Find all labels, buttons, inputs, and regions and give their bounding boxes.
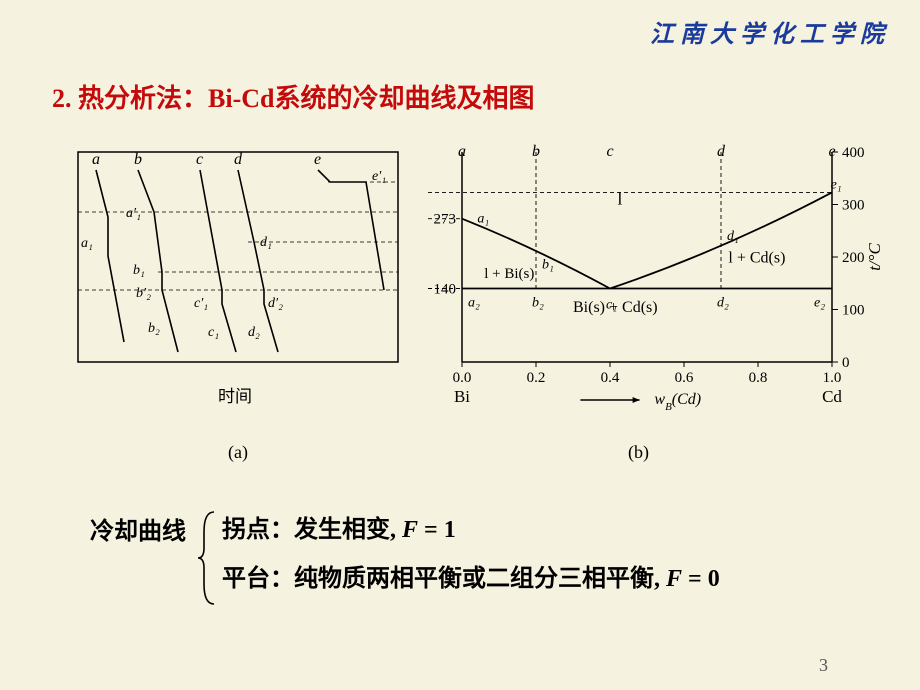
panel-a-caption: (a): [228, 442, 248, 463]
svg-text:200: 200: [842, 250, 865, 266]
footer-lines: 拐点：发生相变, F = 1 平台：纯物质两相平衡或二组分三相平衡, F = 0: [222, 506, 720, 604]
svg-text:e₂: e₂: [814, 296, 825, 311]
svg-text:e: e: [828, 143, 835, 160]
svg-text:100: 100: [842, 303, 865, 319]
svg-text:c₁: c₁: [208, 325, 219, 340]
institution-name: 江南大学化工学院: [650, 22, 890, 48]
svg-text:0.2: 0.2: [527, 370, 546, 386]
svg-text:a: a: [92, 151, 100, 168]
phase-diagram-panel: 0 100 200 300 400 t/°C 0.0 0.2 0.4 0.6 0.8 1.0 Bi Cd w…: [428, 142, 888, 422]
svg-text:d₁: d₁: [727, 229, 739, 244]
svg-text:b′₂: b′₂: [136, 286, 151, 301]
svg-text:0: 0: [842, 355, 850, 371]
svg-text:l: l: [617, 189, 622, 209]
svg-text:t/°C: t/°C: [865, 243, 884, 271]
footer-line-2: 平台：纯物质两相平衡或二组分三相平衡, F = 0: [222, 555, 720, 604]
cooling-curves-panel: a a₁ b a′₁ b₁ b′₂ b₂ c c′₁c₁ d d₁ d′₂ d₂ e e′₁: [68, 142, 408, 367]
slide-title: 2. 热分析法：Bi-Cd系统的冷却曲线及相图: [52, 78, 534, 115]
svg-text:a₁: a₁: [477, 212, 489, 227]
footer-line-1: 拐点：发生相变, F = 1: [222, 506, 720, 555]
page-number: 3: [819, 655, 828, 676]
svg-text:e₁: e₁: [831, 177, 842, 192]
svg-text:a₁: a₁: [81, 236, 93, 251]
svg-text:d₁: d₁: [260, 235, 272, 250]
svg-text:e′₁: e′₁: [372, 169, 386, 184]
footer-lead: 冷却曲线: [90, 510, 186, 556]
figure-container: aa₁ba′₁b₁b′₂b₂cc′₁c₁dd₁d′₂d₂ee′₁ 时间 (a) …: [68, 142, 858, 432]
panel-b-caption: (b): [628, 442, 649, 463]
svg-text:1.0: 1.0: [823, 370, 842, 386]
svg-text:c′₁: c′₁: [194, 296, 208, 311]
svg-text:140: 140: [434, 282, 457, 298]
svg-text:273: 273: [434, 212, 457, 228]
curly-brace-icon: [196, 508, 220, 608]
svg-text:l + Cd(s): l + Cd(s): [728, 249, 785, 266]
svg-text:a₂: a₂: [468, 296, 480, 311]
title-prefix: 2. 热分析法：: [52, 84, 208, 113]
svg-text:d₂: d₂: [717, 296, 729, 311]
footer-explanation: 冷却曲线: [90, 510, 186, 556]
svg-text:400: 400: [842, 145, 865, 161]
panel-a-xaxis-label: 时间: [218, 382, 252, 407]
svg-text:c: c: [196, 151, 203, 168]
svg-text:a′₁: a′₁: [126, 206, 141, 221]
svg-text:0.8: 0.8: [749, 370, 768, 386]
svg-text:e: e: [314, 151, 321, 168]
svg-text:b: b: [532, 143, 540, 160]
svg-text:b₁: b₁: [542, 257, 554, 272]
institution-header: 江南大学化工学院: [650, 14, 890, 49]
svg-text:d′₂: d′₂: [268, 296, 283, 311]
svg-text:d: d: [717, 143, 726, 160]
title-main: Bi-Cd系统的冷却曲线及相图: [208, 84, 534, 113]
svg-text:c: c: [606, 143, 613, 160]
svg-text:d: d: [234, 151, 243, 168]
svg-text:wB(Cd): wB(Cd): [654, 391, 701, 413]
svg-text:l + Bi(s): l + Bi(s): [484, 266, 534, 282]
svg-text:Bi(s) + Cd(s): Bi(s) + Cd(s): [573, 299, 658, 316]
svg-text:d₂: d₂: [248, 325, 260, 340]
svg-text:b: b: [134, 151, 142, 168]
svg-text:b₂: b₂: [148, 321, 160, 336]
svg-text:0.0: 0.0: [453, 370, 472, 386]
svg-text:0.4: 0.4: [601, 370, 620, 386]
svg-text:300: 300: [842, 198, 865, 214]
svg-text:Cd: Cd: [822, 387, 842, 406]
svg-text:b₂: b₂: [532, 296, 544, 311]
svg-text:b₁: b₁: [133, 263, 145, 278]
svg-text:0.6: 0.6: [675, 370, 694, 386]
svg-text:a: a: [458, 143, 466, 160]
svg-text:Bi: Bi: [454, 387, 470, 406]
